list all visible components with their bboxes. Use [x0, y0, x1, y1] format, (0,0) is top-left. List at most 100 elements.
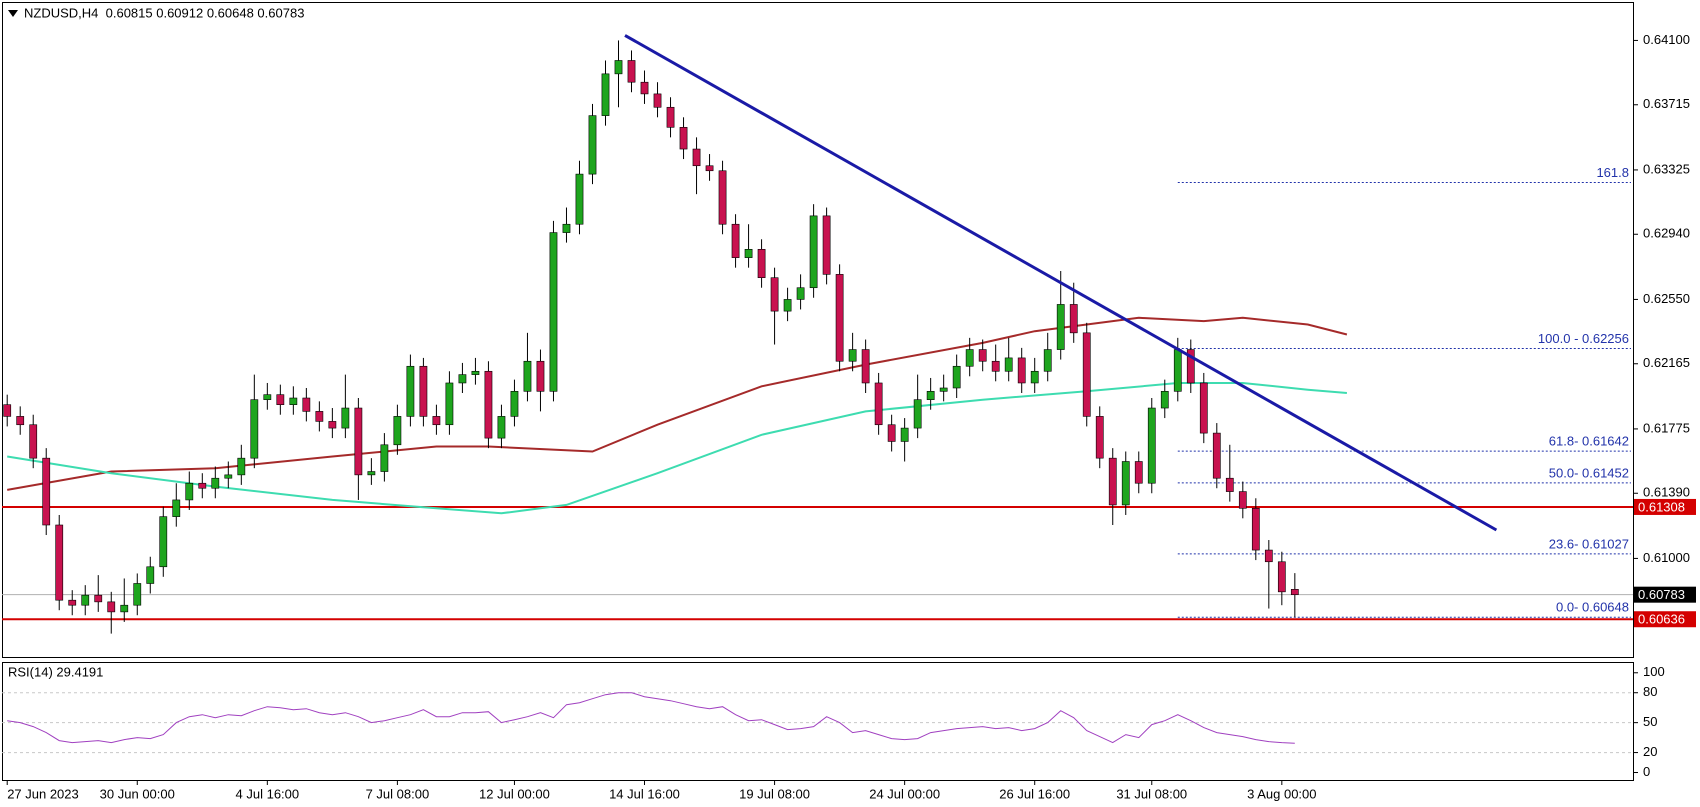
x-tick-label: 30 Jun 00:00: [100, 786, 175, 801]
rsi-tick-label: 80: [1643, 684, 1657, 699]
candle-body: [302, 397, 311, 412]
candle-body: [848, 349, 857, 362]
candle-body: [289, 397, 298, 405]
candle-body: [94, 594, 103, 603]
candle-body: [679, 127, 688, 150]
candle-body: [1147, 407, 1156, 484]
x-tick-label: 3 Aug 00:00: [1247, 786, 1316, 801]
trendline: [624, 34, 1498, 532]
candle-body: [393, 416, 402, 446]
x-tick-label: 14 Jul 16:00: [609, 786, 680, 801]
candle-body: [939, 387, 948, 392]
y-tick-label: 0.62165: [1643, 355, 1690, 370]
fib-label: 100.0 - 0.62256: [1538, 331, 1629, 346]
rsi-line: [7, 692, 1295, 744]
candle-body: [510, 391, 519, 417]
candle-body: [419, 365, 428, 417]
candle-body: [653, 93, 662, 108]
y-tick-label: 0.61000: [1643, 550, 1690, 565]
x-tick-label: 31 Jul 08:00: [1116, 786, 1187, 801]
rsi-panel-frame: [2, 662, 1634, 781]
candle-body: [809, 215, 818, 289]
candle-body: [588, 115, 597, 175]
candle-body: [1277, 561, 1286, 593]
candle-body: [705, 165, 714, 172]
candle-body: [718, 170, 727, 225]
candle-body: [250, 399, 259, 459]
candle-body: [133, 583, 142, 606]
candle-body: [536, 360, 545, 392]
rsi-tick-label: 20: [1643, 744, 1657, 759]
candle-body: [445, 382, 454, 426]
level-box: [1634, 611, 1696, 628]
rsi-title: RSI(14) 29.4191: [8, 664, 103, 679]
candle-body: [666, 106, 675, 128]
x-tick-label: 26 Jul 16:00: [999, 786, 1070, 801]
candle-body: [757, 248, 766, 279]
fib-label: 61.8- 0.61642: [1549, 434, 1629, 449]
candle-body: [965, 349, 974, 367]
rsi-tick-label: 0: [1643, 764, 1650, 779]
candle-body: [276, 394, 285, 405]
y-tick-label: 0.62550: [1643, 291, 1690, 306]
rsi-tick-label: 100: [1643, 664, 1665, 679]
candle-body: [211, 477, 220, 489]
candle-body: [1043, 349, 1052, 372]
y-tick-label: 0.64100: [1643, 32, 1690, 47]
x-tick-label: 7 Jul 08:00: [366, 786, 430, 801]
candle-body: [55, 524, 64, 601]
candle-body: [120, 604, 129, 613]
candle-body: [328, 421, 337, 429]
candle-body: [1264, 549, 1273, 563]
candle-body: [1251, 507, 1260, 551]
candle-body: [1290, 589, 1299, 595]
candle-body: [978, 349, 987, 362]
collapse-icon[interactable]: [8, 10, 18, 17]
rsi-tick-label: 50: [1643, 714, 1657, 729]
candle-body: [341, 407, 350, 429]
candle-body: [497, 416, 506, 439]
candle-body: [432, 416, 441, 426]
candle-body: [315, 411, 324, 422]
candle-body: [1056, 304, 1065, 350]
candle-body: [198, 482, 207, 489]
fib-label: 0.0- 0.60648: [1556, 600, 1629, 615]
candle-body: [224, 474, 233, 479]
candle-body: [562, 223, 571, 233]
candle-body: [1134, 461, 1143, 484]
x-tick-label: 12 Jul 00:00: [479, 786, 550, 801]
candle-body: [523, 360, 532, 392]
main-plot: 161.8 100.0 - 0.62256 61.8- 0.61642 50.0- 0…: [2, 34, 1633, 634]
candle-body: [627, 60, 636, 83]
candle-body: [952, 365, 961, 389]
x-tick-label: 27 Jun 2023: [7, 786, 79, 801]
candle-body: [1121, 461, 1130, 506]
candle-body: [640, 81, 649, 95]
candle-body: [744, 248, 753, 258]
candle-body: [367, 471, 376, 476]
candle-body: [107, 601, 116, 613]
candle-body: [263, 394, 272, 400]
candle-body: [354, 407, 363, 476]
candle-body: [991, 360, 1000, 372]
candle-body: [1017, 357, 1026, 384]
candle-body: [380, 444, 389, 472]
candle-body: [81, 594, 90, 606]
candle-body: [887, 424, 896, 442]
moving-average: [7, 382, 1347, 515]
plot-layer: 0.64100 0.63715 0.63325 0.62940 0.62550 0.621…: [2, 32, 1696, 801]
y-tick-label: 0.62940: [1643, 226, 1690, 241]
candle-body: [575, 173, 584, 225]
chart-title: NZDUSD,H4 0.60815 0.60912 0.60648 0.6078…: [24, 5, 304, 20]
y-tick-label: 0.61775: [1643, 420, 1690, 435]
candle-body: [874, 382, 883, 426]
candle-body: [1186, 349, 1195, 384]
candle-body: [1199, 382, 1208, 434]
moving-average: [7, 316, 1348, 491]
candle-body: [68, 599, 77, 606]
level-label: 0.61308: [1638, 499, 1685, 514]
candle-body: [913, 399, 922, 429]
candle-body: [1108, 457, 1117, 506]
